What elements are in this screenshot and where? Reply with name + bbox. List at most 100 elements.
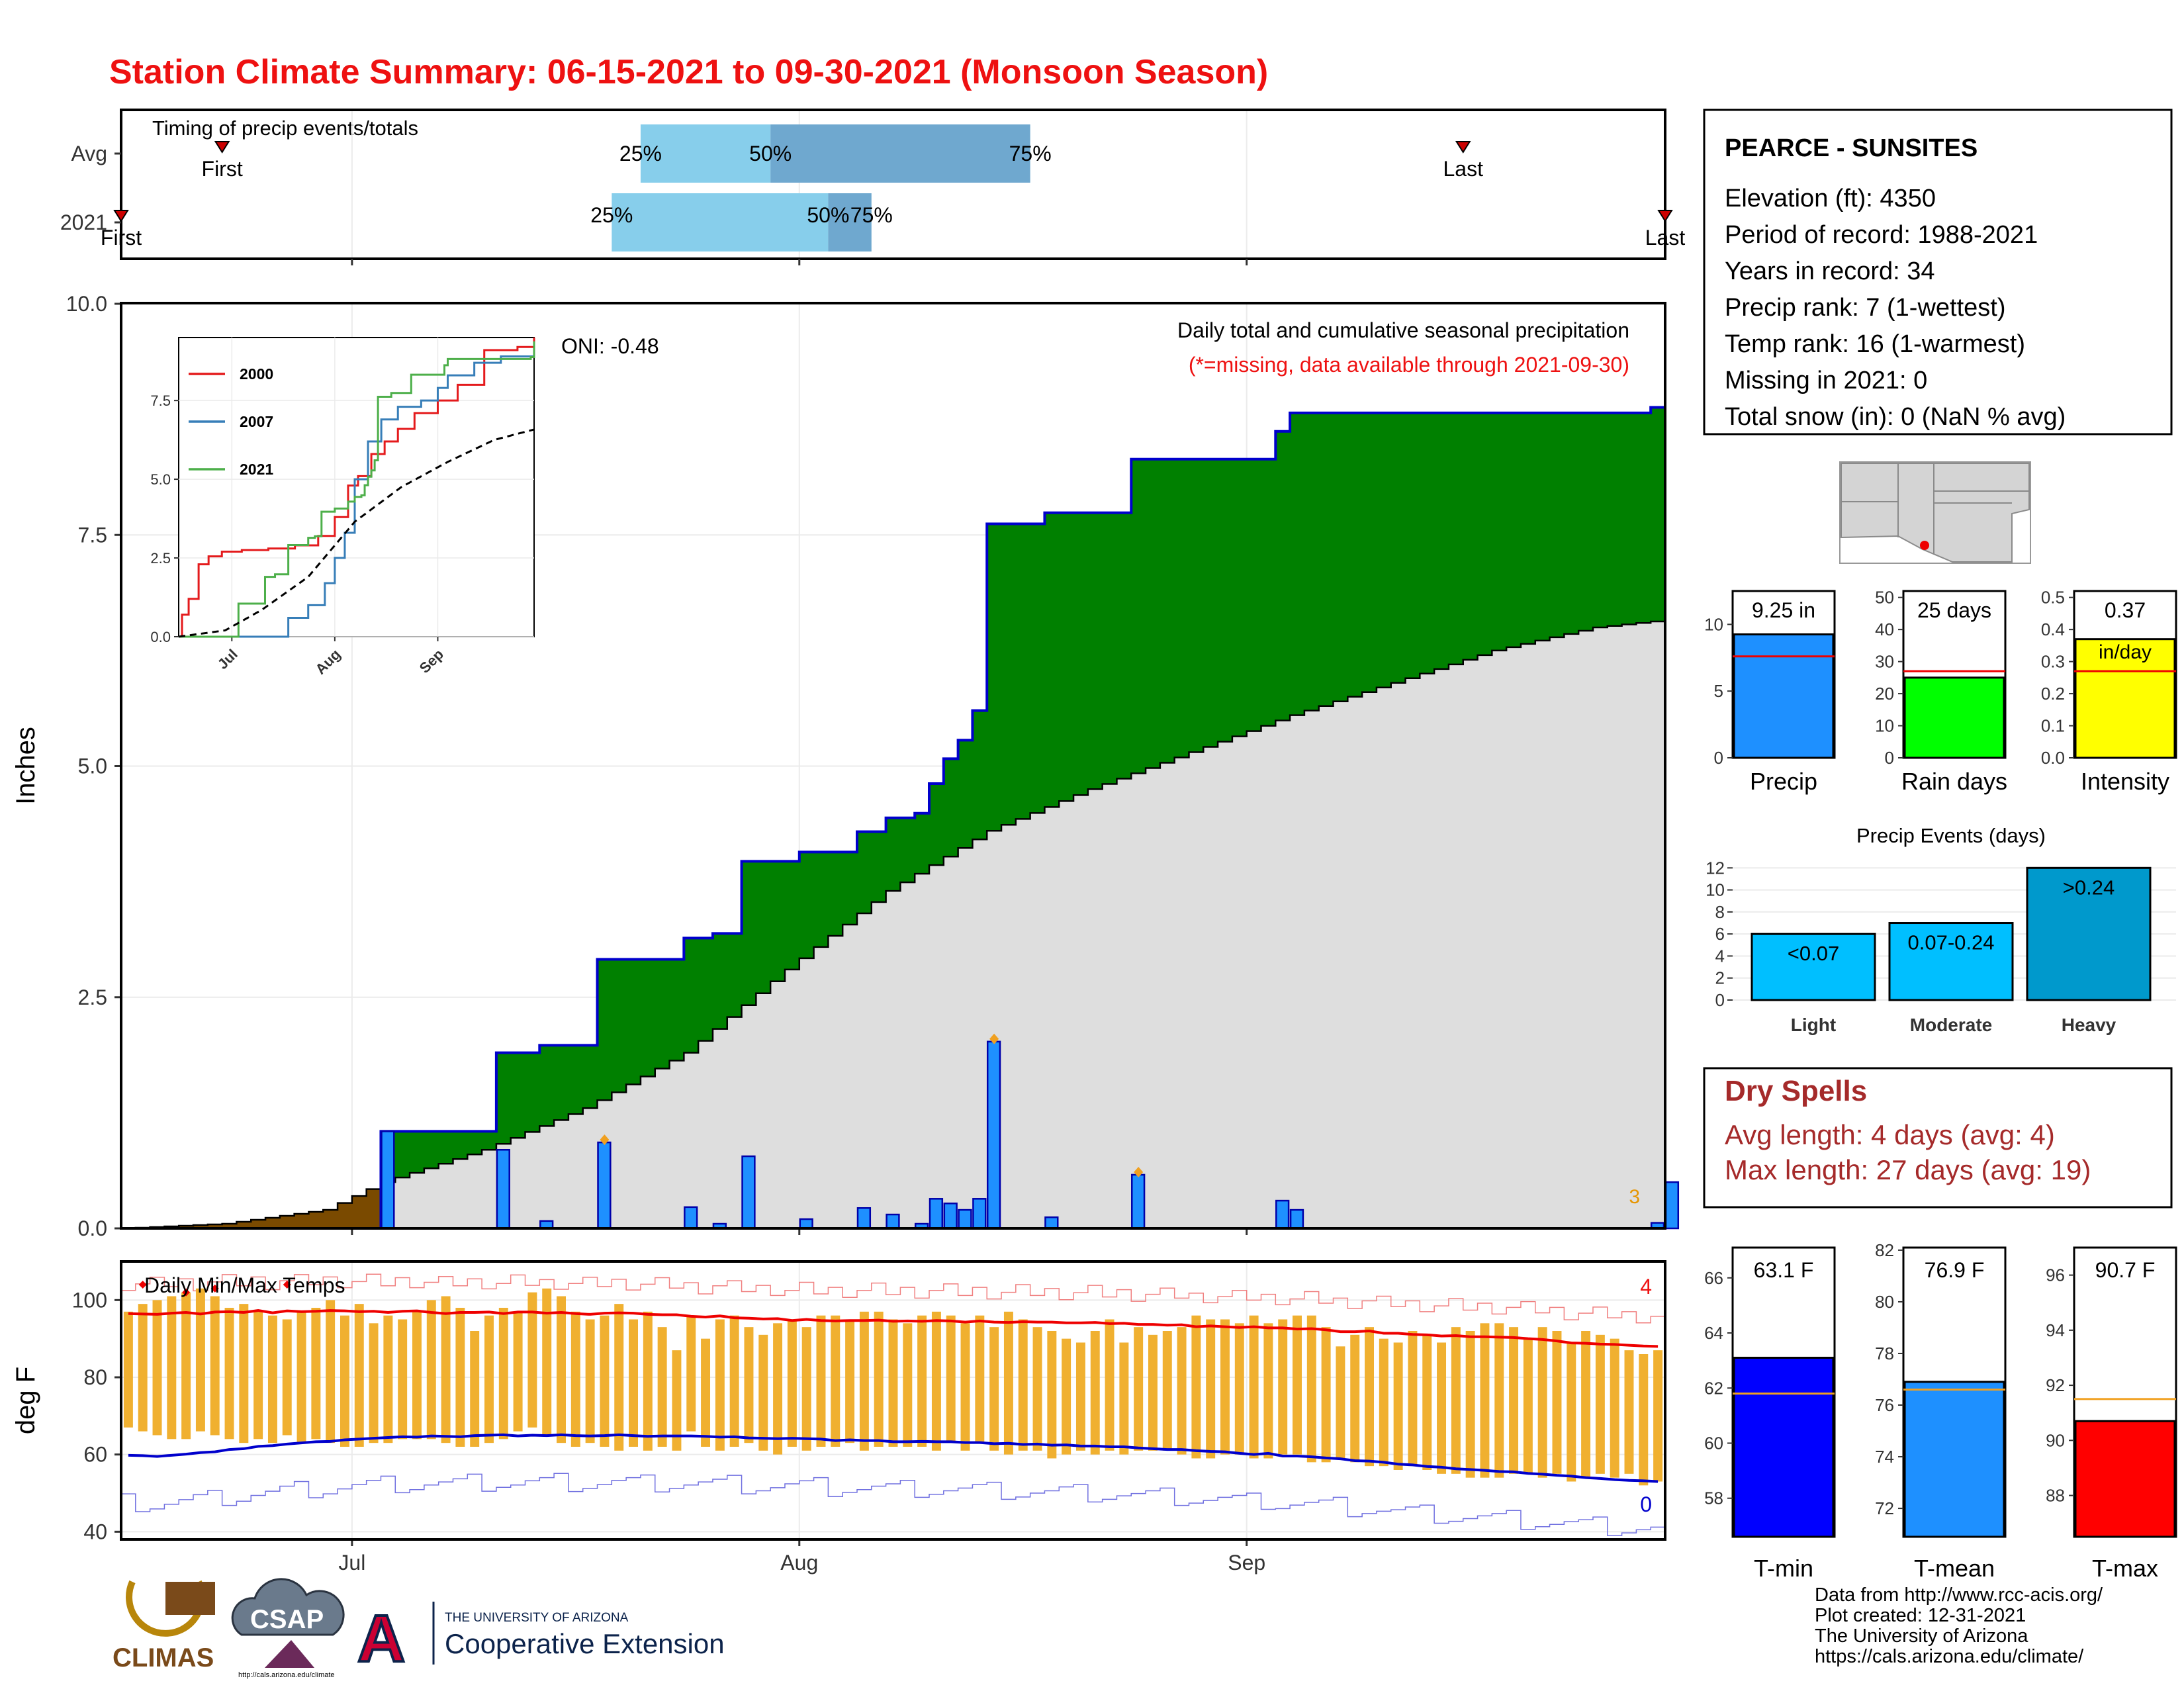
daily-temp-range-bar — [1177, 1327, 1187, 1455]
precip-summary-category-label: Intensity — [2081, 768, 2169, 795]
above-avg-fill — [842, 852, 858, 925]
daily-temp-range-bar — [773, 1323, 783, 1455]
daily-temp-range-bar — [629, 1319, 639, 1447]
below-avg-fill — [251, 1220, 266, 1228]
above-avg-fill — [424, 1131, 439, 1169]
daily-temp-range-bar — [470, 1331, 480, 1447]
daily-temp-range-bar — [1365, 1327, 1375, 1467]
above-avg-fill — [1073, 512, 1089, 796]
above-avg-fill — [1261, 459, 1276, 726]
daily-temp-range-bar — [1105, 1319, 1115, 1451]
precip-ytick-label: 7.5 — [78, 523, 107, 547]
temp-summary-ytick-label: 96 — [2046, 1265, 2065, 1285]
precip-panel-frame — [120, 302, 1666, 1230]
precip-ytick-label: 0.0 — [78, 1216, 107, 1240]
dry-spells-title: Dry Spells — [1725, 1075, 1867, 1107]
above-avg-fill — [929, 784, 944, 866]
daily-precip-bar — [381, 1130, 395, 1230]
daily-precip-bar — [1664, 1181, 1680, 1230]
first-event-marker — [113, 210, 129, 222]
temp-summary-value-label: 76.9 F — [1925, 1258, 1985, 1282]
heavy-event-marker — [600, 1134, 610, 1146]
daily-temp-range-bar — [1581, 1331, 1591, 1478]
daily-precip-bar — [1044, 1216, 1059, 1230]
daily-temp-range-bar — [585, 1319, 595, 1443]
daily-temp-range-bar — [311, 1308, 321, 1440]
daily-temp-range-bar — [354, 1304, 364, 1447]
daily-precip-bar — [1289, 1209, 1304, 1230]
precip-title: Daily total and cumulative seasonal prec… — [1177, 318, 1629, 342]
daily-temp-range-bar — [787, 1319, 797, 1447]
daily-temp-range-bar — [542, 1288, 552, 1436]
temp-summary-ytick-label: 66 — [1704, 1268, 1723, 1288]
precip-corner-annotation: 3 — [1629, 1186, 1640, 1208]
daily-precip-bar — [943, 1203, 958, 1230]
above-avg-fill — [1116, 512, 1132, 779]
daily-precip-bar — [1131, 1173, 1146, 1230]
precip-summary-ytick-label: 5 — [1714, 681, 1723, 701]
above-avg-fill — [1463, 412, 1479, 660]
events-bar — [1751, 933, 1876, 1001]
above-avg-fill — [582, 1045, 598, 1109]
above-avg-fill — [1203, 459, 1218, 747]
above-avg-fill — [655, 959, 670, 1069]
precip-ylabel: Inches — [11, 727, 40, 805]
footer-line: The University of Arizona — [1815, 1625, 2028, 1647]
daily-temp-range-bar — [1032, 1327, 1042, 1451]
above-avg-fill — [669, 959, 684, 1061]
daily-temp-range-bar — [1552, 1331, 1562, 1474]
timing-row-label: 2021 — [60, 210, 107, 234]
above-avg-fill — [1131, 459, 1146, 774]
daily-temp-range-bar — [686, 1315, 696, 1432]
above-avg-fill — [1059, 512, 1074, 801]
above-avg-fill — [395, 1131, 410, 1178]
events-title: Precip Events (days) — [1856, 824, 2046, 847]
above-avg-fill — [1333, 412, 1348, 702]
above-avg-fill — [1275, 431, 1291, 721]
inset-series-2000 — [179, 338, 535, 638]
daily-temp-range-bar — [614, 1304, 624, 1451]
above-avg-fill — [1304, 412, 1320, 711]
above-avg-fill — [539, 1045, 555, 1126]
events-bar-label: <0.07 — [1788, 942, 1839, 965]
events-bar — [2026, 866, 2152, 1001]
above-avg-fill — [1218, 459, 1233, 742]
daily-temp-range-bar — [1047, 1331, 1057, 1459]
above-avg-fill — [1232, 459, 1248, 737]
ua-cooperative-extension-logo: A THE UNIVERSITY OF ARIZONA Cooperative … — [356, 1600, 725, 1677]
daily-temp-range-bar — [570, 1311, 580, 1447]
daily-temp-range-bar — [369, 1323, 379, 1443]
daily-temp-range-bar — [398, 1319, 408, 1440]
record-min-line — [121, 1473, 1665, 1536]
inset-frame — [178, 337, 535, 637]
temp-summary-bar — [2074, 1420, 2176, 1538]
daily-temp-range-bar — [498, 1308, 508, 1440]
precip-summary-value-label: 9.25 in — [1752, 598, 1815, 622]
above-avg-fill — [871, 831, 887, 903]
temp-summary-category-label: T-max — [2092, 1555, 2158, 1582]
timing-p50-label: 50% — [749, 142, 792, 165]
precip-summary-ytick-label: 0.5 — [2041, 588, 2065, 608]
above-avg-fill — [1405, 412, 1420, 678]
station-line: Total snow (in): 0 (NaN % avg) — [1725, 403, 2066, 431]
above-avg-fill — [856, 831, 872, 914]
below-avg-fill — [338, 1203, 353, 1228]
temp-summary-ytick-label: 82 — [1875, 1240, 1894, 1260]
above-avg-fill — [1189, 459, 1204, 753]
inset-series-2021 — [179, 341, 535, 638]
above-avg-fill — [1290, 412, 1305, 715]
daily-temp-range-bar — [1653, 1350, 1663, 1482]
daily-temp-range-bar — [874, 1311, 884, 1447]
above-avg-fill — [799, 852, 815, 958]
daily-temp-range-bar — [1509, 1327, 1519, 1474]
daily-temp-range-bar — [1090, 1331, 1100, 1455]
daily-temp-range-bar — [282, 1319, 292, 1436]
temp-ytick-label: 100 — [72, 1288, 107, 1312]
daily-temp-range-bar — [1263, 1323, 1273, 1459]
daily-precip-bar — [741, 1155, 756, 1230]
daily-temp-range-bar — [1523, 1338, 1533, 1474]
daily-temp-range-bar — [1249, 1315, 1259, 1459]
daily-temp-range-bar — [326, 1300, 336, 1443]
